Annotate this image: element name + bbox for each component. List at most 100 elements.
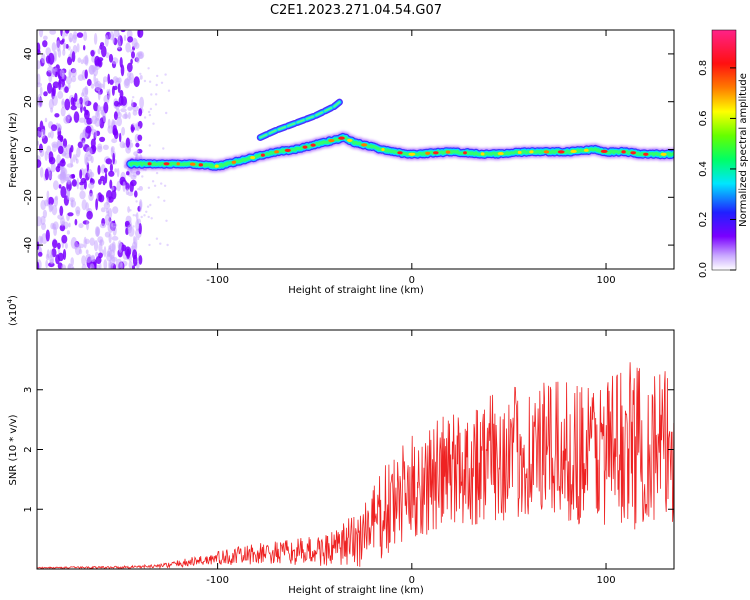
noise-cell — [103, 259, 108, 269]
noise-cell — [126, 248, 131, 260]
noise-cell — [65, 76, 72, 85]
y-tick-label: 3 — [23, 387, 34, 393]
noise-cell — [116, 167, 120, 178]
noise-cell — [143, 116, 147, 119]
noise-cell — [42, 40, 48, 48]
noise-cell — [147, 67, 150, 70]
noise-cell — [64, 176, 70, 181]
x-tick-label: 0 — [409, 575, 415, 586]
trace-hotspot — [630, 151, 636, 155]
noise-cell — [134, 236, 138, 249]
noise-cell — [99, 239, 105, 246]
noise-cell — [90, 83, 95, 89]
noise-cell — [112, 128, 118, 136]
noise-cell — [88, 182, 95, 189]
noise-cell — [103, 94, 110, 104]
noise-cell — [112, 152, 115, 165]
noise-cell — [77, 243, 85, 249]
noise-cell — [129, 192, 133, 195]
noise-cell — [103, 246, 107, 258]
noise-cell — [99, 223, 106, 229]
y-tick-label: 40 — [23, 48, 34, 61]
noise-cell — [45, 229, 50, 242]
colorbar-tick-label: 0.6 — [698, 110, 709, 126]
noise-cell — [117, 39, 121, 50]
colorbar-tick-label: 0.4 — [698, 161, 709, 177]
noise-cell — [156, 74, 159, 78]
y-tick-label: 0 — [23, 146, 34, 152]
noise-cell — [37, 251, 43, 257]
noise-cell — [46, 190, 50, 200]
noise-cell — [66, 188, 71, 200]
colorbar-label: Normalized spectral amplitude — [738, 73, 749, 227]
noise-cell — [74, 218, 78, 226]
noise-cell — [79, 181, 84, 186]
noise-cell — [83, 31, 88, 41]
y-tick-label: 20 — [23, 95, 34, 108]
noise-cell — [120, 108, 127, 113]
noise-cell — [136, 106, 139, 109]
noise-cell — [52, 221, 59, 230]
noise-cell — [88, 193, 94, 201]
noise-cell — [49, 249, 53, 259]
trace-hotspot — [176, 162, 180, 166]
noise-cell — [62, 49, 66, 56]
noise-cell — [62, 138, 68, 149]
noise-cell — [160, 182, 163, 185]
noise-cell — [104, 231, 111, 238]
noise-cell — [109, 163, 113, 173]
trace-hotspot — [497, 152, 504, 156]
noise-cell — [68, 32, 74, 43]
noise-cell — [71, 51, 76, 63]
noise-cell — [155, 237, 159, 240]
noise-cell — [61, 234, 68, 244]
noise-cell — [85, 202, 89, 212]
noise-cell — [82, 140, 86, 148]
trace-hotspot — [660, 152, 667, 156]
noise-cell — [68, 222, 71, 228]
colorbar-tick-label: 0.0 — [698, 262, 709, 278]
noise-cell — [79, 185, 85, 191]
noise-cell — [149, 203, 152, 207]
spectrogram-xlabel: Height of straight line (km) — [288, 285, 424, 296]
noise-cell — [84, 109, 89, 116]
noise-cell — [129, 139, 132, 143]
noise-cell — [80, 59, 84, 65]
noise-cell — [86, 78, 92, 87]
noise-cell — [43, 91, 48, 97]
noise-cell — [76, 43, 80, 53]
noise-cell — [136, 150, 139, 153]
noise-cell — [56, 40, 61, 52]
trace-hotspot — [529, 150, 534, 154]
noise-cell — [57, 252, 64, 262]
noise-cell — [67, 179, 71, 185]
trace-hotspot — [381, 148, 385, 152]
noise-cell — [162, 147, 165, 150]
spectrogram-ticks: -100 0 100 -40 -20 0 20 40 — [23, 30, 674, 286]
noise-cell — [111, 236, 119, 241]
trace-hotspot — [463, 151, 467, 155]
x-tick-label: -100 — [206, 275, 229, 286]
colorbar-tick-label: 0.8 — [698, 60, 709, 76]
noise-cell — [140, 215, 143, 219]
noise-cell — [37, 60, 41, 70]
noise-cell — [59, 40, 64, 45]
noise-cell — [53, 180, 59, 191]
noise-cell — [135, 168, 141, 176]
noise-cell — [109, 79, 114, 85]
noise-cell — [107, 125, 114, 134]
noise-cell — [102, 179, 106, 186]
noise-cell — [67, 264, 74, 269]
trace-hotspot — [425, 151, 431, 155]
noise-cell — [40, 128, 46, 139]
noise-cell — [132, 249, 138, 260]
noise-cell — [66, 163, 74, 168]
noise-cell — [107, 73, 110, 85]
noise-cell — [85, 125, 92, 134]
noise-cell — [112, 206, 119, 214]
noise-cell — [58, 79, 61, 91]
noise-cell — [125, 145, 132, 154]
noise-cell — [137, 188, 140, 191]
noise-cell — [97, 57, 104, 62]
noise-cell — [132, 122, 135, 126]
